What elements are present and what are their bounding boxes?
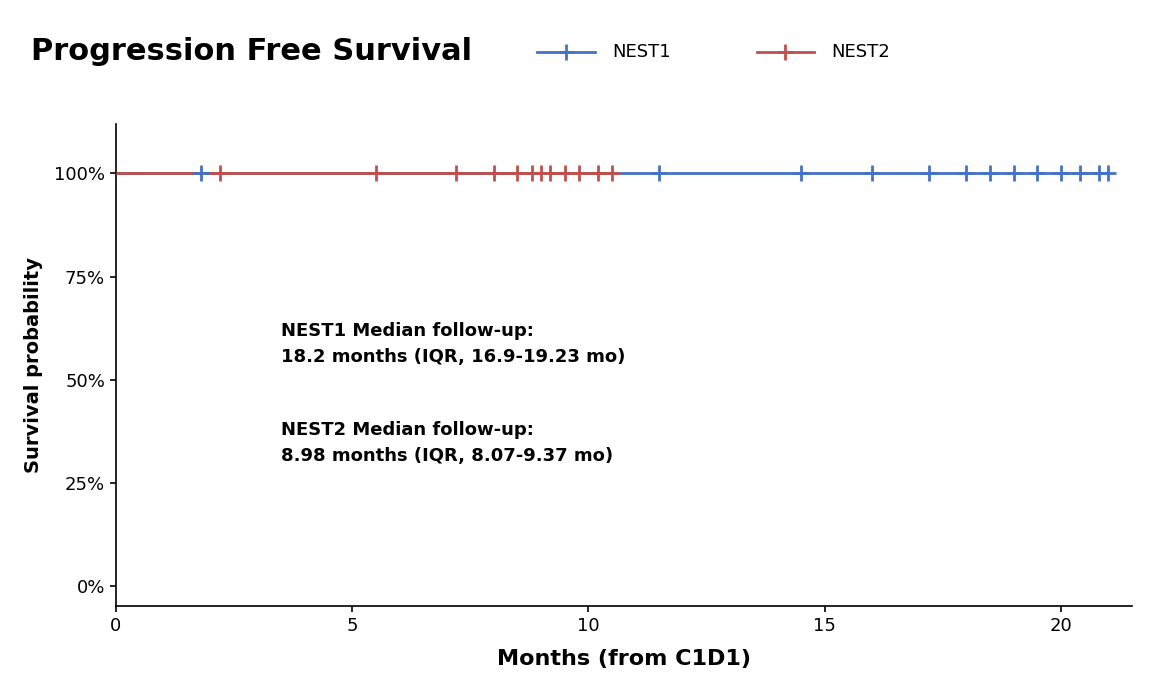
Text: NEST2 Median follow-up:
8.98 months (IQR, 8.07-9.37 mo): NEST2 Median follow-up: 8.98 months (IQR… <box>281 421 613 465</box>
Y-axis label: Survival probability: Survival probability <box>24 257 43 473</box>
Text: NEST1: NEST1 <box>612 43 671 61</box>
Text: Progression Free Survival: Progression Free Survival <box>31 37 472 66</box>
Text: NEST2: NEST2 <box>832 43 891 61</box>
Text: NEST1 Median follow-up:
18.2 months (IQR, 16.9-19.23 mo): NEST1 Median follow-up: 18.2 months (IQR… <box>281 322 625 367</box>
X-axis label: Months (from C1D1): Months (from C1D1) <box>497 648 751 668</box>
